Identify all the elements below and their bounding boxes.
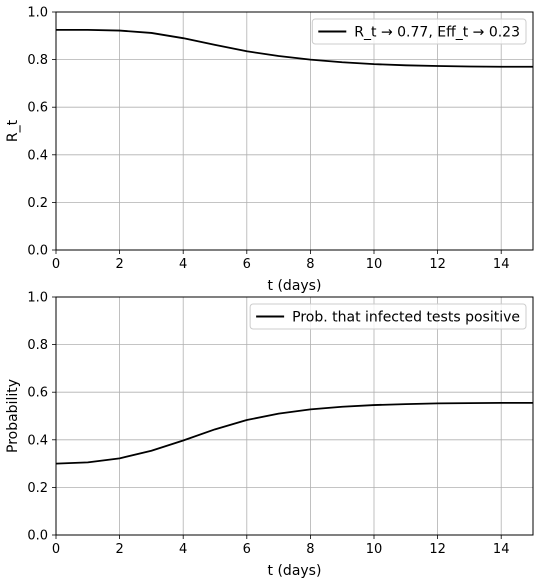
prob-legend-label: Prob. that infected tests positive (292, 310, 520, 326)
rt-plot-frame (55, 11, 534, 251)
rt-legend-label: R_t → 0.77, Eff_t → 0.23 (354, 25, 520, 41)
prob-x-axis-label: t (days) (268, 563, 322, 579)
subplot-probability: 0 2 4 6 8 10 12 14 0.00.20.40.60.81.0 t (days) … (5, 291, 534, 579)
rt-y-tick-label: 1.0 (27, 6, 48, 21)
rt-series-line-0 (56, 28, 533, 68)
rt-y-axis-label: R_t (5, 119, 21, 142)
prob-y-tick-label: 0.0 (27, 529, 48, 544)
prob-x-tick-label: 8 (306, 542, 314, 557)
rt-y-tick-label: 0.2 (27, 196, 48, 211)
prob-series-line-0 (55, 402, 533, 465)
rt-y-tick-label: 0.4 (27, 148, 48, 163)
prob-x-tick-label: 12 (429, 542, 446, 557)
rt-y-tick-label: 0.6 (27, 101, 48, 116)
prob-legend-box (249, 303, 527, 330)
prob-plot-frame (55, 296, 534, 536)
prob-y-tick-label: 0.8 (27, 338, 48, 353)
rt-x-tick-label: 0 (52, 257, 60, 272)
prob-y-axis-label: Probability (5, 379, 21, 453)
rt-x-tick-label: 2 (115, 257, 123, 272)
rt-x-axis-label: t (days) (268, 278, 322, 294)
rt-legend-box (311, 18, 527, 45)
rt-y-tick-label: 0.0 (27, 244, 48, 259)
prob-x-tick-label: 6 (243, 542, 251, 557)
rt-x-ticks: 0 2 4 6 8 10 12 14 (52, 250, 510, 272)
prob-lines (55, 402, 533, 465)
prob-x-tick-label: 0 (52, 542, 60, 557)
prob-legend: Prob. that infected tests positive (249, 303, 527, 330)
prob-y-tick-label: 0.2 (27, 481, 48, 496)
prob-y-tick-label: 0.6 (27, 386, 48, 401)
prob-x-tick-label: 10 (366, 542, 383, 557)
rt-x-tick-label: 6 (243, 257, 251, 272)
prob-y-tick-label: 1.0 (27, 291, 48, 306)
prob-x-tick-label: 4 (179, 542, 187, 557)
rt-x-tick-label: 14 (493, 257, 510, 272)
prob-y-ticks: 0.0 0.2 0.4 0.6 0.8 1.0 (27, 291, 56, 544)
rt-y-ticks: 0.0 0.2 0.4 0.6 0.8 1.0 (27, 6, 56, 259)
rt-x-tick-label: 12 (429, 257, 446, 272)
rt-lines (56, 28, 533, 68)
prob-y-tick-label: 0.4 (27, 433, 48, 448)
prob-x-ticks: 0 2 4 6 8 10 12 14 (52, 535, 510, 557)
rt-legend: R_t → 0.77, Eff_t → 0.23 (311, 18, 527, 45)
rt-y-tick-label: 0.8 (27, 53, 48, 68)
prob-x-tick-label: 14 (493, 542, 510, 557)
rt-x-tick-label: 4 (179, 257, 187, 272)
rt-x-tick-label: 10 (366, 257, 383, 272)
subplot-rt: 0 2 4 6 8 10 12 14 0.00.20.40.60.81.0 t (days) … (5, 6, 534, 294)
rt-x-tick-label: 8 (306, 257, 314, 272)
prob-x-tick-label: 2 (115, 542, 123, 557)
